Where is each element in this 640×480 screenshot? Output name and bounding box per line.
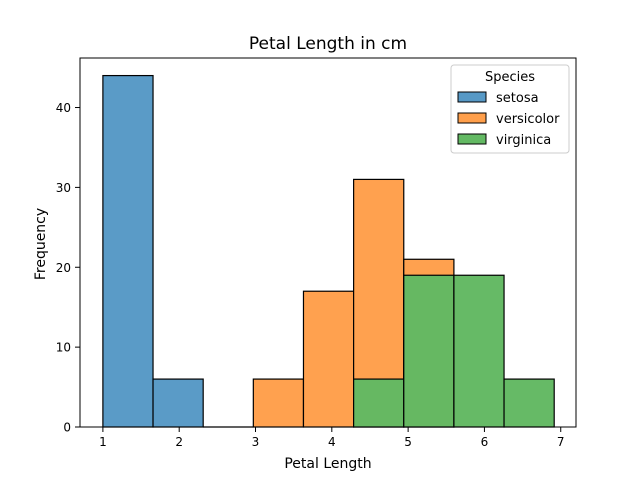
legend-title: Species [485, 70, 535, 85]
x-axis-label: Petal Length [284, 456, 371, 472]
legend: Species setosa versicolor virginica [450, 64, 570, 154]
bar-virginica-bin-7 [403, 274, 455, 428]
legend-swatch-versicolor [457, 112, 487, 124]
y-tick-label-0: 0 [63, 421, 71, 435]
y-tick-label-40: 40 [56, 101, 71, 115]
bar-virginica-bin-8 [453, 274, 505, 428]
y-tick-label-10: 10 [56, 341, 71, 355]
bars-group [102, 74, 555, 428]
legend-label-setosa: setosa [496, 91, 539, 106]
bar-virginica-bin-9 [503, 378, 555, 428]
y-axis-label: Frequency [33, 208, 49, 280]
x-tick-label-2: 2 [175, 435, 183, 449]
y-tick-label-30: 30 [56, 181, 71, 195]
legend-swatch-virginica [457, 133, 487, 145]
legend-label-virginica: virginica [496, 133, 551, 148]
x-tick-label-3: 3 [252, 435, 260, 449]
chart-title: Petal Length in cm [249, 34, 407, 54]
x-tick-label-1: 1 [99, 435, 107, 449]
axes-frame [79, 57, 577, 428]
bar-setosa-bin-1 [102, 74, 154, 428]
legend-box [450, 64, 570, 154]
x-tick-label-4: 4 [328, 435, 336, 449]
bar-setosa-bin-2 [152, 378, 204, 428]
bar-versicolor-bin-4 [252, 378, 305, 428]
x-tick-label-7: 7 [557, 435, 565, 449]
x-tick-label-6: 6 [481, 435, 489, 449]
x-axis: 1 2 3 4 5 6 7 [99, 427, 565, 449]
bar-virginica-bin-6 [353, 378, 405, 428]
x-tick-label-5: 5 [404, 435, 412, 449]
legend-label-versicolor: versicolor [496, 112, 560, 127]
legend-swatch-setosa [457, 91, 487, 103]
y-tick-label-20: 20 [56, 261, 71, 275]
bar-versicolor-bin-5 [302, 290, 355, 428]
y-axis: 0 10 20 30 40 [56, 101, 80, 435]
